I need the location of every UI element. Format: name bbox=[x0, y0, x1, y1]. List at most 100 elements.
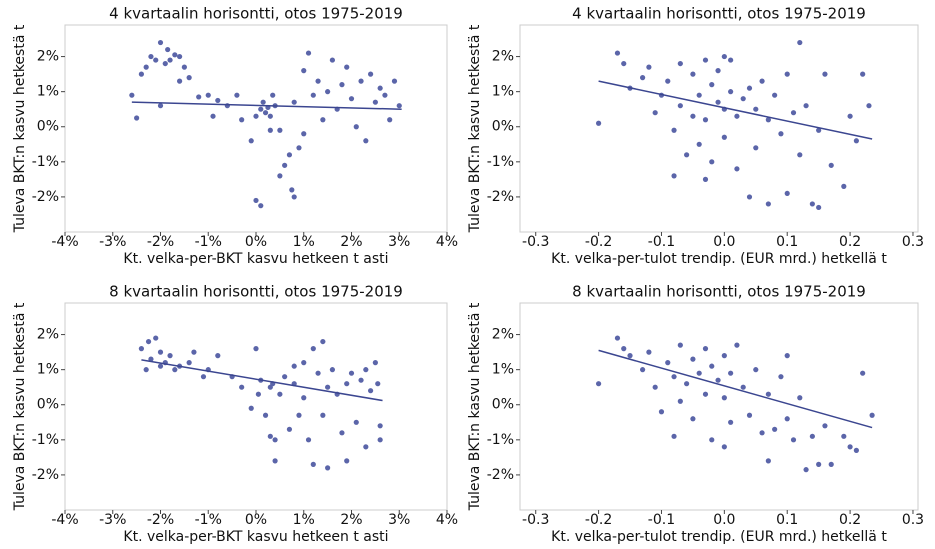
x-axis-label: Kt. velka-per-tulot trendip. (EUR mrd.) … bbox=[551, 529, 887, 545]
scatter-point bbox=[816, 204, 822, 211]
scatter-point bbox=[652, 384, 658, 390]
y-tick-label: 2% bbox=[492, 49, 514, 65]
x-tick-label: 1% bbox=[293, 512, 315, 528]
scatter-point bbox=[803, 103, 809, 109]
y-tick-label: 1% bbox=[37, 362, 59, 378]
scatter-point bbox=[671, 173, 677, 179]
scatter-point bbox=[301, 395, 307, 401]
scatter-point bbox=[258, 203, 264, 209]
x-tick-label: 0.2 bbox=[839, 234, 861, 250]
x-tick-label: -0.3 bbox=[522, 512, 549, 528]
scatter-point bbox=[709, 82, 715, 88]
scatter-point bbox=[396, 103, 402, 109]
scatter-point bbox=[282, 374, 288, 380]
y-tick-label: -2% bbox=[32, 189, 59, 205]
scatter-point bbox=[621, 60, 627, 67]
scatter-point bbox=[721, 353, 727, 359]
scatter-point bbox=[234, 92, 240, 98]
scatter-point bbox=[816, 461, 822, 467]
x-tick-label: -0.2 bbox=[585, 234, 612, 250]
y-axis-label: Tuleva BKT:n kasvu hetkestä t bbox=[12, 24, 28, 233]
scatter-point bbox=[258, 106, 264, 112]
scatter-point bbox=[759, 78, 765, 84]
scatter-point bbox=[262, 412, 269, 418]
scatter-point bbox=[239, 117, 245, 123]
scatter-point bbox=[784, 416, 790, 422]
fit-line bbox=[131, 101, 402, 110]
chart-title: 8 kvartaalin horisontti, otos 1975-2019 bbox=[109, 283, 403, 301]
scatter-point bbox=[205, 92, 211, 98]
scatter-point bbox=[728, 370, 734, 376]
scatter-point bbox=[191, 349, 197, 355]
scatter-point bbox=[627, 353, 633, 359]
scatter-point bbox=[765, 201, 771, 207]
scatter-point bbox=[646, 349, 652, 355]
scatter-point bbox=[301, 131, 307, 137]
x-tick-label: -0.1 bbox=[648, 234, 675, 250]
scatter-point bbox=[665, 78, 671, 84]
scatter-point bbox=[377, 85, 383, 91]
scatter-point bbox=[702, 391, 709, 397]
scatter-point bbox=[167, 353, 173, 359]
scatter-point bbox=[157, 103, 164, 109]
scatter-point bbox=[363, 367, 369, 373]
scatter-point bbox=[375, 381, 381, 387]
x-tick-label: -1% bbox=[195, 512, 222, 528]
scatter-point bbox=[353, 419, 359, 425]
scatter-point bbox=[677, 103, 683, 109]
scatter-point bbox=[860, 71, 866, 77]
scatter-point bbox=[165, 46, 171, 53]
scatter-point bbox=[138, 71, 144, 77]
scatter-point bbox=[841, 183, 847, 189]
chart-title: 4 kvartaalin horisontti, otos 1975-2019 bbox=[572, 5, 866, 23]
scatter-point bbox=[614, 335, 621, 341]
scatter-point bbox=[138, 346, 144, 352]
y-tick-label: 1% bbox=[492, 362, 514, 378]
scatter-point bbox=[828, 461, 834, 467]
scatter-point bbox=[784, 71, 790, 77]
scatter-point bbox=[301, 68, 307, 74]
scatter-point bbox=[177, 78, 183, 84]
chart-title: 4 kvartaalin horisontti, otos 1975-2019 bbox=[109, 5, 403, 23]
x-tick-label: -1% bbox=[195, 234, 222, 250]
scatter-point bbox=[377, 423, 383, 429]
y-tick-label: 2% bbox=[37, 327, 59, 343]
scatter-point bbox=[614, 50, 621, 56]
scatter-point bbox=[646, 64, 652, 70]
scatter-point bbox=[746, 412, 753, 418]
scatter-point bbox=[296, 145, 302, 151]
scatter-point bbox=[778, 374, 784, 380]
scatter-point bbox=[286, 426, 293, 432]
scatter-point bbox=[320, 412, 326, 418]
scatter-point bbox=[310, 461, 316, 467]
y-tick-label: 0% bbox=[37, 397, 59, 413]
fit-line bbox=[598, 349, 873, 429]
scatter-point bbox=[740, 384, 746, 390]
scatter-point bbox=[210, 113, 216, 119]
scatter-point bbox=[289, 187, 295, 193]
scatter-point bbox=[320, 117, 326, 123]
x-tick-label: -3% bbox=[99, 234, 126, 250]
scatter-point bbox=[728, 57, 734, 63]
scatter-point bbox=[196, 94, 202, 100]
scatter-point bbox=[684, 381, 690, 387]
scatter-point bbox=[172, 367, 178, 373]
y-tick-label: -1% bbox=[32, 154, 59, 170]
y-tick-label: 2% bbox=[37, 49, 59, 65]
x-axis-label: Kt. velka-per-BKT kasvu hetkeen t asti bbox=[123, 529, 388, 545]
x-axis-label: Kt. velka-per-tulot trendip. (EUR mrd.) … bbox=[551, 251, 887, 267]
scatter-point bbox=[260, 99, 266, 105]
scatter-point bbox=[853, 447, 859, 453]
scatter-point bbox=[372, 99, 378, 105]
scatter-point bbox=[167, 57, 173, 63]
y-tick-label: -1% bbox=[487, 154, 514, 170]
scatter-point bbox=[282, 162, 288, 168]
scatter-point bbox=[353, 124, 359, 130]
scatter-point bbox=[325, 89, 331, 95]
scatter-point bbox=[822, 423, 828, 429]
x-tick-label: 2% bbox=[340, 512, 362, 528]
y-axis-label: Tuleva BKT:n kasvu hetkestä t bbox=[12, 302, 28, 511]
scatter-point bbox=[715, 68, 721, 74]
scatter-point bbox=[344, 64, 350, 70]
scatter-point bbox=[215, 353, 221, 359]
